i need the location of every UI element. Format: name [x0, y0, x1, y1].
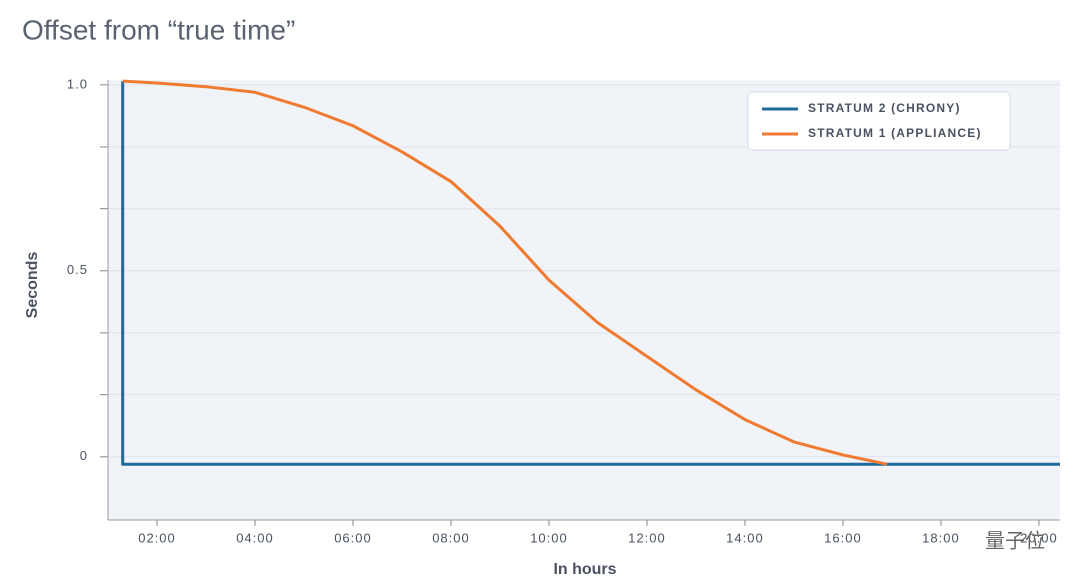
watermark: 量子位: [985, 529, 1045, 552]
legend-box: [747, 91, 1011, 151]
x-tick-label: 16:00: [824, 530, 862, 545]
legend-label: STRATUM 1 (APPLIANCE): [808, 126, 982, 140]
series-line: [122, 79, 888, 466]
x-tick-label: 14:00: [726, 530, 764, 545]
y-tick-label: 0: [80, 448, 88, 463]
y-tick-label: 0.5: [67, 262, 88, 277]
x-axis-label: In hours: [553, 561, 616, 578]
legend-label: STRATUM 2 (CHRONY): [808, 101, 961, 115]
chart-title: Offset from “true time”: [22, 14, 295, 45]
series-line: [121, 81, 1060, 466]
x-tick-label: 06:00: [334, 530, 372, 545]
x-tick-label: 02:00: [138, 530, 176, 545]
x-tick-label: 12:00: [628, 530, 666, 545]
y-axis-label: Seconds: [24, 252, 41, 319]
x-tick-label: 10:00: [530, 530, 568, 545]
x-tick-label: 04:00: [236, 530, 274, 545]
x-tick-label: 08:00: [432, 530, 470, 545]
x-tick-label: 18:00: [922, 530, 960, 545]
x-tick-label: 20:00: [1020, 530, 1058, 545]
plot-area: [108, 80, 1060, 520]
y-tick-label: 1.0: [67, 76, 88, 91]
